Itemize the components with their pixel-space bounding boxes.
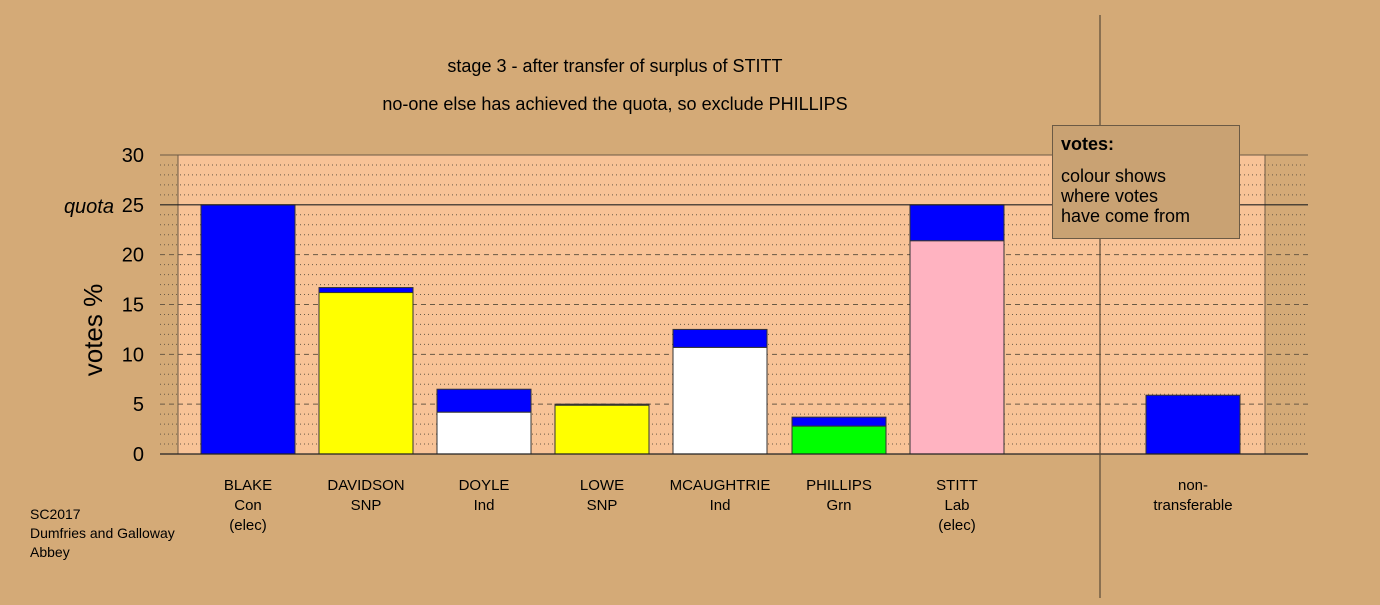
bar-segment [318, 292, 414, 455]
bar-segment [554, 403, 650, 406]
x-tick-label: DAVIDSON SNP [327, 477, 404, 514]
legend-line: where votes [1061, 186, 1159, 206]
bar-segment [672, 346, 768, 455]
chart-title: stage 3 - after transfer of surplus of S… [447, 56, 782, 76]
y-tick-label: 0 [133, 444, 144, 466]
y-tick-label: 30 [122, 145, 144, 167]
bar-segment [791, 416, 887, 427]
quota-label: quota [64, 196, 114, 218]
x-tick-label: MCAUGHTRIE Ind [670, 477, 771, 514]
legend: votes: colour shows where votes have com… [1052, 125, 1240, 239]
bar-segment [200, 204, 296, 455]
bar-segment [436, 411, 532, 455]
legend-line: colour shows [1061, 166, 1167, 186]
legend-title: votes: [1061, 134, 1115, 154]
legend-line: have come from [1061, 206, 1191, 226]
source-line: SC2017 [30, 506, 81, 522]
bar-segment [318, 287, 414, 294]
y-tick-label: 5 [133, 394, 144, 416]
y-axis-label: votes % [78, 284, 108, 377]
source-line: Dumfries and Galloway [30, 525, 175, 541]
y-tick-label: 20 [122, 245, 144, 267]
bar-segment [436, 388, 532, 413]
x-tick-label: DOYLE Ind [459, 477, 510, 514]
source-note: SC2017 Dumfries and Galloway Abbey [30, 505, 175, 562]
bars: BLAKE Con (elec) DAVIDSON SNP DOYLE Ind LOWE SNP… [200, 204, 1241, 534]
chart-subtitle: no-one else has achieved the quota, so e… [382, 94, 847, 114]
x-tick-label: non-transferable [1153, 477, 1232, 514]
x-tick-label: LOWE SNP [580, 477, 624, 514]
bar-segment [791, 425, 887, 455]
y-tick-label: 15 [122, 295, 144, 317]
bar-segment [554, 404, 650, 455]
x-tick-label: STITT Lab (elec) [936, 477, 978, 534]
bar-segment [672, 328, 768, 348]
source-line: Abbey [30, 544, 70, 560]
y-tick-label: 10 [122, 344, 144, 366]
y-tick-label: 25 [122, 195, 144, 217]
bar-segment [909, 204, 1005, 242]
x-tick-label: PHILLIPS Grn [806, 477, 872, 514]
bar-segment [1145, 394, 1241, 455]
x-tick-label: BLAKE Con (elec) [224, 477, 272, 534]
bar-segment [909, 240, 1005, 455]
